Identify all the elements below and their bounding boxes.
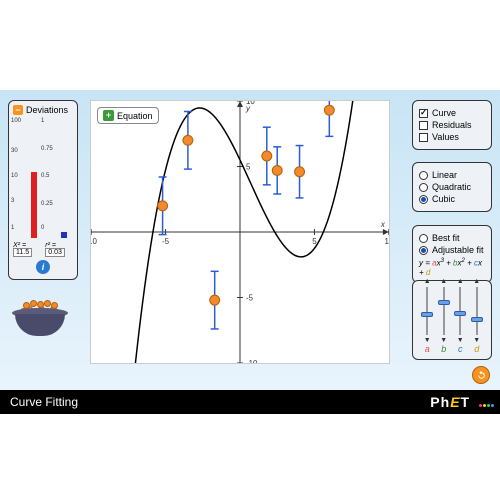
reset-icon <box>476 370 487 381</box>
app-root: { "title": "Curve Fitting", "logo_dot_co… <box>0 90 500 390</box>
residuals-checkbox[interactable]: Residuals <box>419 120 485 130</box>
fit-method-panel: Best fit Adjustable fit y = ax3 + bx2 + … <box>412 225 492 283</box>
deviations-title: Deviations <box>26 105 68 115</box>
svg-text:-5: -5 <box>246 293 254 302</box>
svg-text:-10: -10 <box>91 237 97 246</box>
chart-area[interactable]: + Equation -10-5510-10-5510xy <box>90 100 390 364</box>
values-checkbox[interactable]: Values <box>419 132 485 142</box>
slider-b[interactable]: ▲▼b <box>437 278 451 354</box>
r2-barometer: 10.750.50.250 <box>43 118 73 238</box>
svg-text:-10: -10 <box>246 359 258 363</box>
plus-icon: + <box>103 110 114 121</box>
curve-checkbox[interactable]: Curve <box>419 108 485 118</box>
reset-button[interactable] <box>472 366 490 384</box>
equation-button[interactable]: + Equation <box>97 107 159 124</box>
quadratic-radio[interactable]: Quadratic <box>419 182 485 192</box>
equation-display: y = ax3 + bx2 + cx + d <box>419 258 485 277</box>
svg-text:5: 5 <box>246 162 251 171</box>
fit-order-panel: Linear Quadratic Cubic <box>412 162 492 212</box>
slider-d[interactable]: ▲▼d <box>470 278 484 354</box>
title-bar: Curve Fitting PhET <box>0 390 500 414</box>
phet-logo: PhET <box>430 390 494 414</box>
slider-a[interactable]: ▲▼a <box>420 278 434 354</box>
options-panel: Curve Residuals Values <box>412 100 492 150</box>
svg-text:10: 10 <box>384 237 389 246</box>
coeff-sliders-panel: ▲▼a▲▼b▲▼c▲▼d <box>412 280 492 360</box>
point-bucket[interactable] <box>12 296 68 336</box>
svg-text:x: x <box>380 220 386 229</box>
adjustable-fit-radio[interactable]: Adjustable fit <box>419 245 485 255</box>
cubic-radio[interactable]: Cubic <box>419 194 485 204</box>
chi2-barometer: 100301031 <box>13 118 43 238</box>
slider-c[interactable]: ▲▼c <box>453 278 467 354</box>
info-icon[interactable]: i <box>36 260 50 274</box>
r2-value: 0.03 <box>45 248 65 257</box>
svg-text:-5: -5 <box>162 237 170 246</box>
chi2-value: 11.5 <box>13 248 32 257</box>
deviations-panel: − Deviations 100301031 10.750.50.250 X² … <box>8 100 78 280</box>
linear-radio[interactable]: Linear <box>419 170 485 180</box>
collapse-icon[interactable]: − <box>13 105 23 115</box>
plot-svg: -10-5510-10-5510xy <box>91 101 389 363</box>
best-fit-radio[interactable]: Best fit <box>419 233 485 243</box>
app-title: Curve Fitting <box>10 395 78 409</box>
